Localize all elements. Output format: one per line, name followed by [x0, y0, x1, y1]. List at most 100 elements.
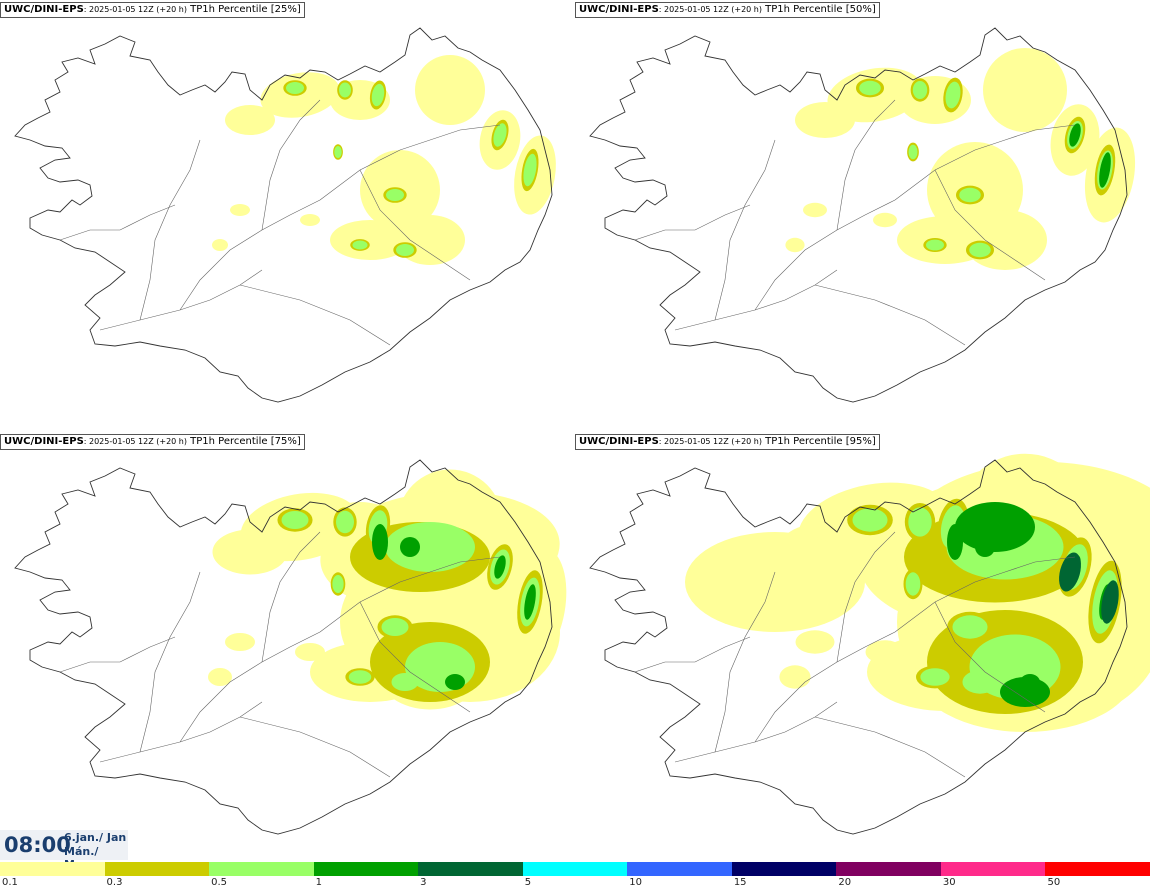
legend-swatch [836, 862, 941, 876]
road-line [836, 99, 896, 231]
precip-area [225, 633, 255, 651]
legend-label: 30 [942, 877, 956, 888]
precip-area [348, 670, 372, 684]
precip-map [14, 27, 556, 403]
precip-area [336, 510, 354, 534]
precip-area [405, 642, 475, 692]
legend-swatch [0, 862, 105, 876]
precip-area [852, 508, 888, 532]
road-line [99, 269, 263, 331]
road-line [261, 99, 321, 231]
valid-date: 6.jan./ Jan [64, 831, 127, 844]
legend-label: 10 [629, 877, 642, 888]
road-line [634, 204, 751, 241]
road-line [99, 701, 263, 763]
precip-area [983, 48, 1067, 132]
precip-area [1101, 580, 1119, 624]
precip-area [873, 212, 897, 228]
color-legend [0, 862, 1150, 876]
precip-area [779, 665, 811, 689]
precip-map [589, 27, 1136, 403]
precip-area [685, 532, 865, 632]
precip-area [371, 83, 385, 107]
precip-area [952, 615, 988, 639]
road-line [934, 169, 1046, 281]
coastline [589, 27, 1128, 403]
precip-map [589, 453, 1150, 835]
precip-area [494, 555, 506, 579]
precip-area [1000, 677, 1050, 707]
road-line [714, 139, 776, 321]
legend-swatch [731, 862, 837, 876]
legend-swatch [627, 862, 732, 876]
legend-label: 20 [838, 877, 852, 888]
coastline [14, 27, 553, 403]
precip-area [339, 82, 351, 98]
road-line [59, 636, 176, 673]
precip-area [865, 640, 905, 664]
road-line [814, 284, 966, 346]
precip-area [212, 239, 228, 251]
precip-area [415, 55, 485, 125]
precip-map [14, 459, 567, 835]
legend-swatch [522, 862, 628, 876]
legend-swatch [940, 862, 1046, 876]
map-panel-p75: UWC/DINI-EPS: 2025-01-05 12Z (+20 h) TP1… [0, 432, 575, 862]
precip-area [908, 144, 918, 160]
precip-area [523, 153, 537, 187]
panel-title: UWC/DINI-EPS: 2025-01-05 12Z (+20 h) TP1… [575, 434, 880, 450]
road-line [59, 204, 176, 241]
road-line [139, 139, 201, 321]
legend-label: 1 [315, 877, 322, 888]
panel-title: UWC/DINI-EPS: 2025-01-05 12Z (+20 h) TP1… [0, 434, 305, 450]
precip-area [281, 511, 309, 529]
precip-area [295, 643, 325, 661]
precip-area [332, 575, 344, 593]
coastline [14, 459, 553, 835]
legend-swatch [313, 862, 419, 876]
precip-area [969, 242, 991, 258]
precip-area [1059, 552, 1081, 592]
road-line [319, 556, 501, 633]
legend-swatch [104, 862, 210, 876]
precip-area [905, 572, 921, 596]
road-line [634, 636, 751, 673]
precip-area [795, 630, 835, 654]
legend-label: 0.1 [2, 877, 18, 888]
precip-area [372, 524, 388, 560]
road-line [239, 284, 391, 346]
road-line [836, 531, 896, 663]
road-line [934, 601, 1046, 713]
legend-label: 0.5 [211, 877, 227, 888]
map-panel-p95: UWC/DINI-EPS: 2025-01-05 12Z (+20 h) TP1… [575, 432, 1150, 862]
road-line [179, 631, 321, 743]
precip-area [493, 123, 507, 147]
precip-area [352, 240, 368, 250]
road-line [239, 716, 391, 778]
precip-area [212, 529, 288, 575]
precip-area [920, 668, 950, 686]
legend-label: 5 [524, 877, 532, 888]
legend-swatch [418, 862, 523, 876]
precip-area [445, 674, 465, 690]
road-line [754, 631, 896, 743]
precip-area [208, 668, 232, 686]
map-panel-p25: UWC/DINI-EPS: 2025-01-05 12Z (+20 h) TP1… [0, 0, 575, 430]
valid-time: 08:00 [4, 833, 71, 857]
precip-area [385, 522, 475, 572]
precip-area [785, 237, 805, 253]
precip-area [524, 584, 536, 620]
legend-swatch [209, 862, 314, 876]
precip-area [400, 537, 420, 557]
legend-label: 50 [1047, 877, 1061, 888]
road-line [359, 169, 471, 281]
road-line [674, 701, 838, 763]
road-line [359, 601, 471, 713]
precip-area [1069, 123, 1081, 147]
road-line [139, 571, 201, 753]
road-line [674, 269, 838, 331]
coastline [589, 459, 1128, 835]
precip-area [330, 220, 410, 260]
precip-area [286, 82, 304, 94]
precip-area [230, 204, 250, 216]
